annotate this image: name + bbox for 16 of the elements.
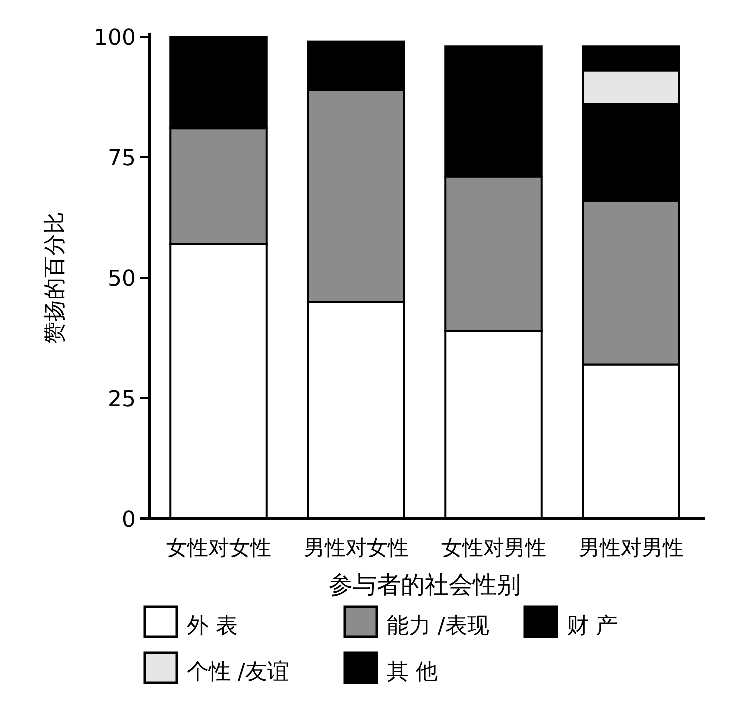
y-tick-label: 0 [122,508,136,533]
legend-label: 能力 /表现 [387,614,490,639]
legend-label: 外 表 [187,614,238,639]
y-tick-label: 100 [94,26,136,51]
y-axis-title: 赞扬的百分比 [43,212,68,344]
y-tick-label: 25 [108,388,136,412]
x-tick-label: 女性对男性 [441,536,546,560]
legend-label: 财 产 [567,614,618,639]
legend-label: 个性 /友谊 [187,660,290,685]
y-tick-label: 75 [108,146,136,172]
x-tick-label: 男性对女性 [304,536,409,560]
x-axis-title: 参与者的社会性别 [329,571,521,599]
legend-label: 其 他 [387,660,438,685]
x-tick-label: 女性对女性 [166,536,272,560]
x-tick-label: 男性对男性 [578,536,684,560]
y-tick-label: 50 [108,267,136,292]
